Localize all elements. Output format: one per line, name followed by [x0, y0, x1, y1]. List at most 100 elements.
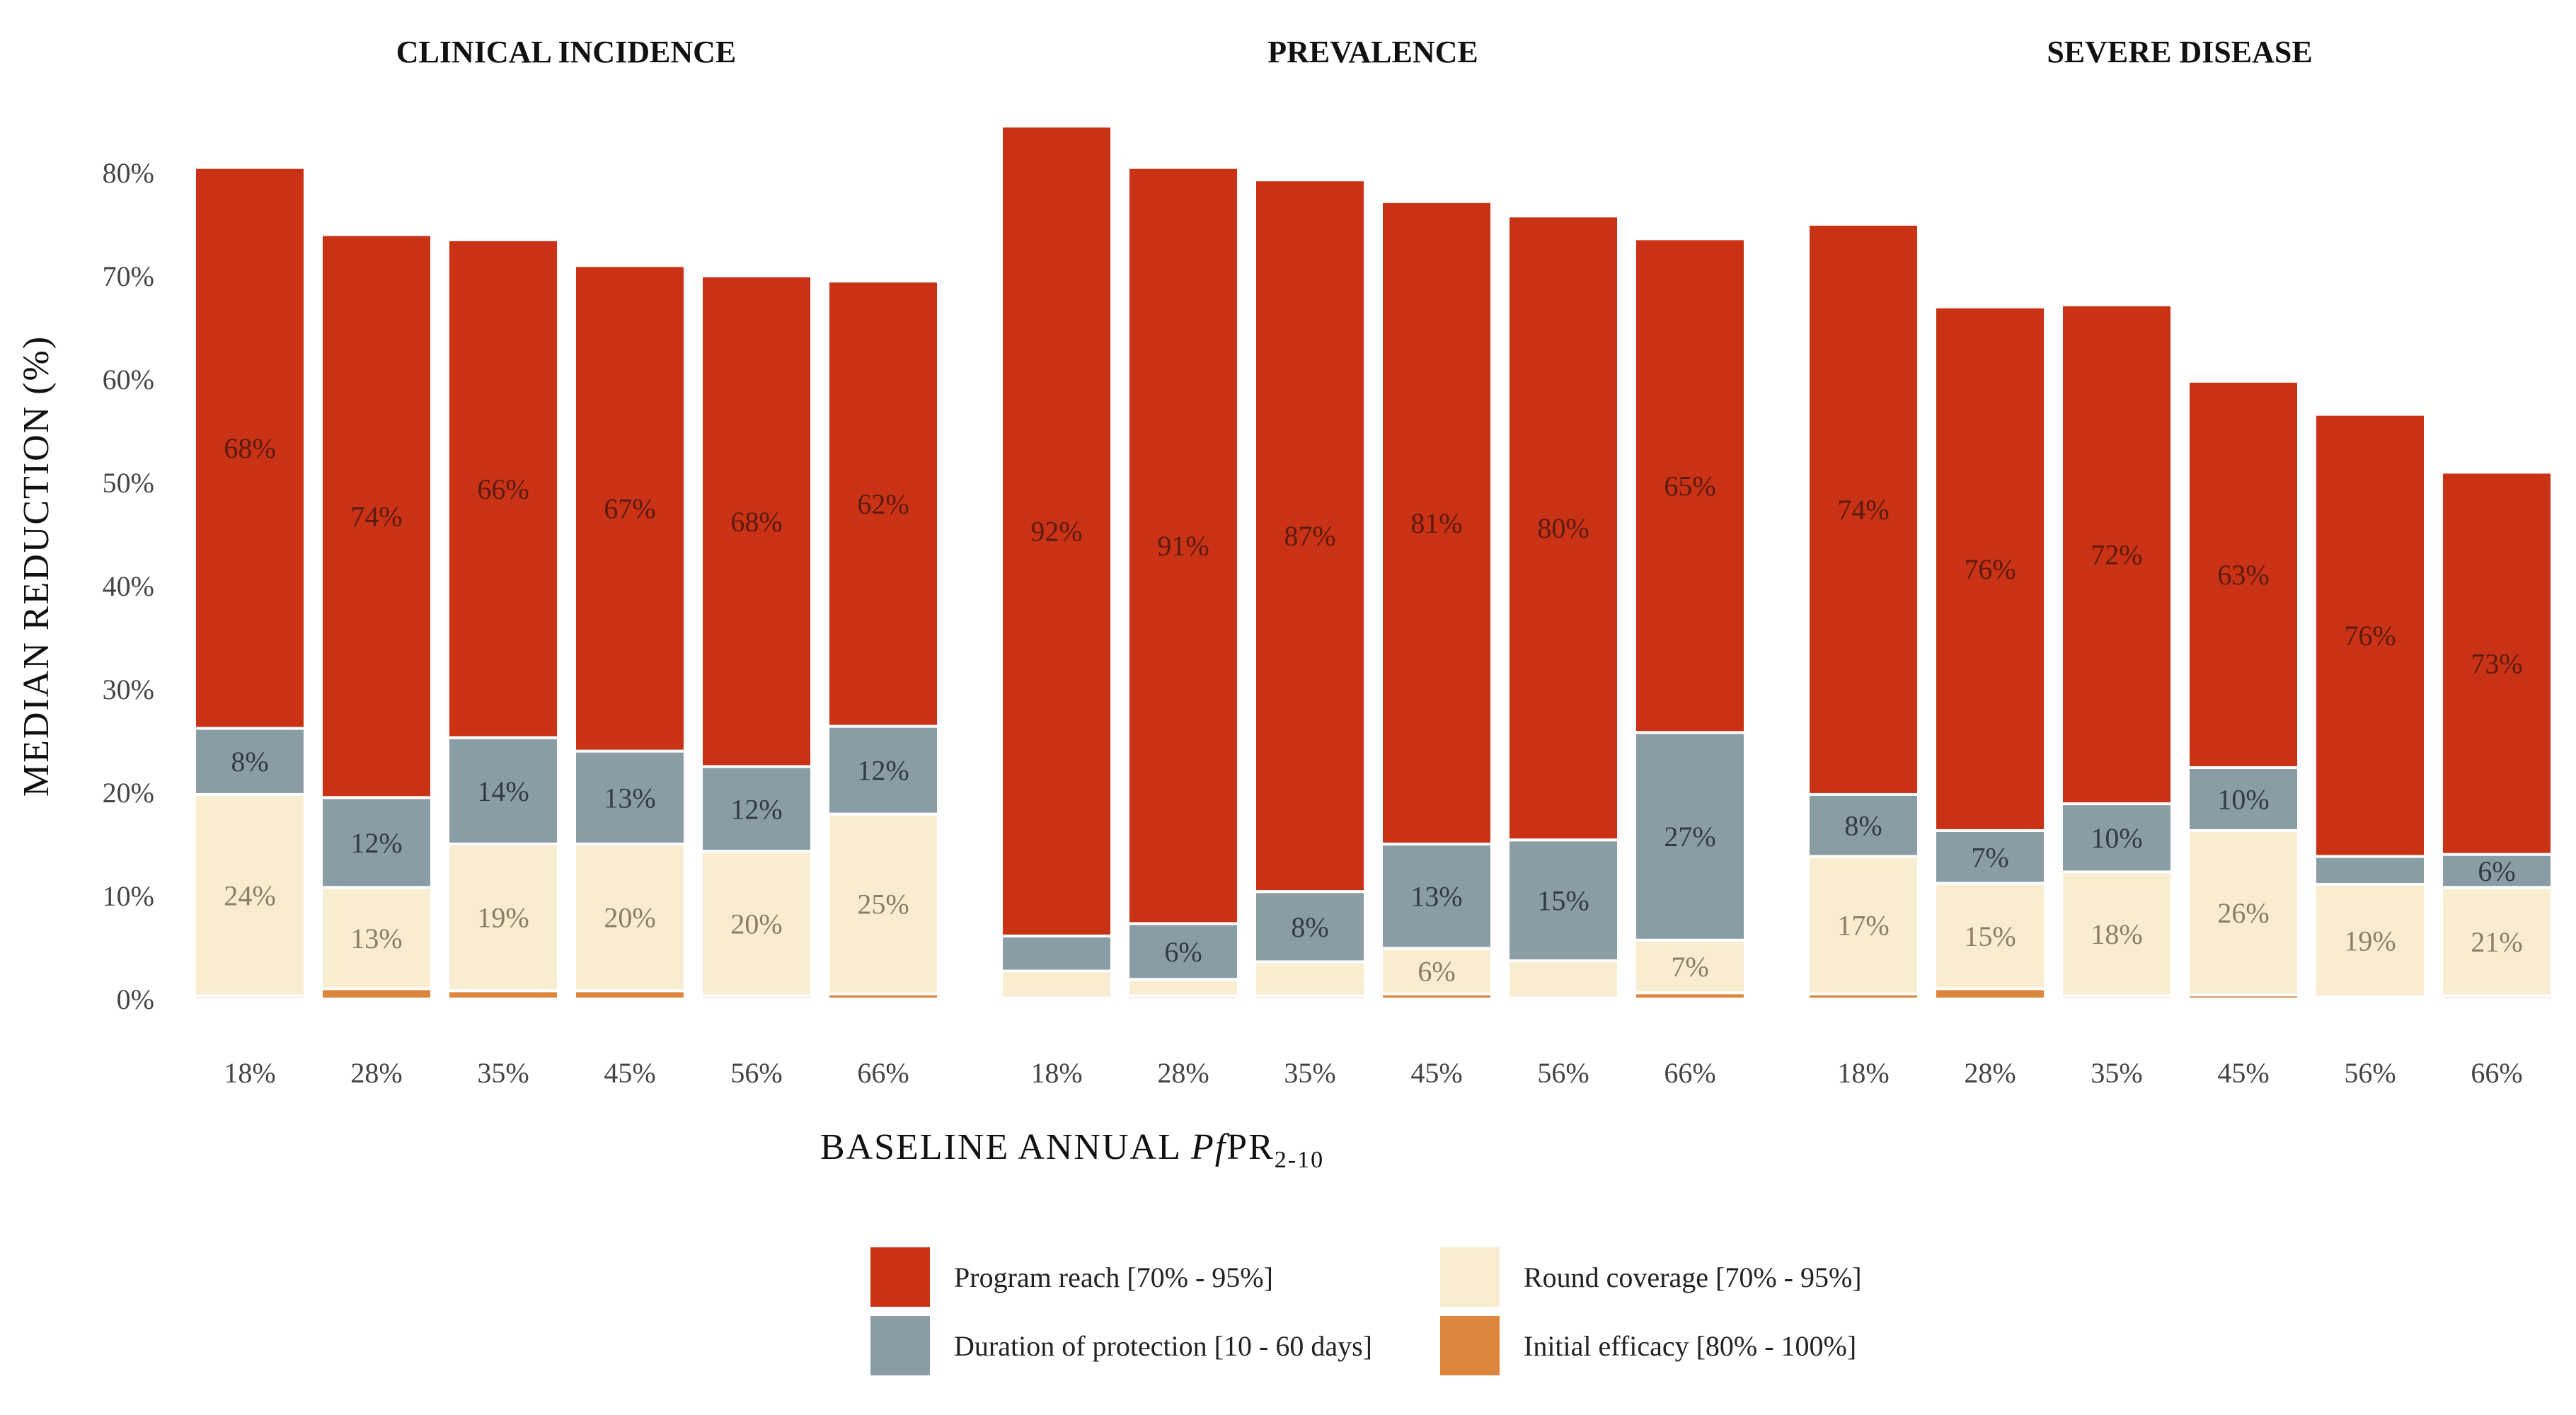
data-label: 12% — [350, 827, 402, 859]
bar-segment-program-reach — [320, 233, 433, 799]
bar-segment-round-coverage — [1127, 978, 1240, 998]
data-label: 7% — [1971, 841, 2008, 873]
x-axis-title-main: PR — [1226, 1127, 1275, 1167]
x-tick-label: 28% — [1964, 1057, 2016, 1089]
bar-segment-initial-efficacy — [1933, 987, 2047, 1001]
bar-segment-program-reach — [1380, 200, 1493, 845]
y-tick-label: 60% — [103, 364, 154, 395]
data-label: 6% — [2478, 855, 2515, 887]
bar-segment-duration-of-protection — [1380, 843, 1493, 950]
y-tick-label: 70% — [103, 260, 154, 292]
x-tick-label: 56% — [1537, 1057, 1589, 1089]
bar-segment-duration-of-protection — [700, 765, 813, 853]
bar-segment-program-reach — [1633, 237, 1747, 734]
data-label: 8% — [1291, 911, 1328, 943]
bar-segment-duration-of-protection — [2440, 853, 2553, 889]
bar-segment-duration-of-protection — [1807, 792, 1920, 858]
x-tick-label: 18% — [1030, 1057, 1082, 1089]
panel-1: PREVALENCE 92% 18% 6% 91% 28% 8% 87% 35% 6% 13% 81%… — [1000, 35, 1747, 1089]
bar-segment-program-reach — [2187, 379, 2300, 769]
x-tick-label: 66% — [1664, 1057, 1715, 1089]
data-label: 19% — [477, 902, 529, 934]
bar-segment-program-reach — [573, 264, 686, 753]
bar-segment-round-coverage — [1507, 959, 1620, 1000]
bar-segment-program-reach — [1127, 166, 1240, 925]
bar-segment-program-reach — [1807, 223, 1920, 796]
legend-swatch-initial-efficacy — [1440, 1316, 1500, 1375]
data-label: 80% — [1537, 512, 1589, 544]
data-label: 19% — [2344, 925, 2396, 957]
bar-segment-duration-of-protection — [1127, 922, 1240, 981]
bar-segment-program-reach — [2060, 303, 2173, 806]
data-label: 20% — [730, 908, 782, 940]
bar-segment-round-coverage — [1253, 960, 1367, 998]
bar-segment-program-reach — [447, 238, 560, 739]
x-tick-label: 28% — [350, 1057, 402, 1089]
data-label: 76% — [2344, 620, 2396, 652]
y-tick-label: 80% — [103, 157, 154, 189]
panel-title: PREVALENCE — [1267, 35, 1478, 69]
y-tick-label: 10% — [103, 880, 154, 912]
bar-segment-initial-efficacy — [320, 987, 433, 1001]
data-label: 92% — [1030, 516, 1082, 548]
x-tick-label: 56% — [730, 1057, 782, 1089]
y-tick-label: 30% — [103, 674, 154, 705]
bar-segment-round-coverage — [447, 843, 560, 993]
x-tick-label: 45% — [1410, 1057, 1462, 1089]
bar-segment-duration-of-protection — [447, 736, 560, 845]
data-label: 81% — [1410, 507, 1462, 539]
data-label: 8% — [231, 746, 268, 778]
x-axis-title-subscript: 2-10 — [1275, 1147, 1324, 1173]
bar-segment-duration-of-protection — [1507, 838, 1620, 962]
data-label: 76% — [1964, 553, 2016, 585]
bar-segment-round-coverage — [1933, 882, 2047, 990]
bar-segment-round-coverage — [193, 792, 306, 998]
data-label: 13% — [1410, 881, 1462, 913]
data-label: 8% — [1844, 810, 1882, 842]
x-tick-label: 18% — [224, 1057, 275, 1089]
legend-label: Initial efficacy [80% - 100%] — [1524, 1330, 1856, 1362]
data-label: 10% — [2217, 783, 2269, 815]
bar-segment-round-coverage — [827, 812, 940, 995]
x-tick-label: 66% — [857, 1057, 909, 1089]
y-axis-title: MEDIAN REDUCTION (%) — [16, 335, 57, 797]
bar-segment-round-coverage — [2440, 886, 2553, 998]
data-label: 20% — [604, 902, 655, 934]
bar-segment-program-reach — [193, 166, 306, 730]
data-label: 14% — [477, 775, 529, 807]
y-tick-label: 40% — [103, 570, 154, 602]
data-label: 24% — [224, 879, 275, 911]
x-tick-label: 35% — [1284, 1057, 1335, 1089]
panel-0: CLINICAL INCIDENCE 24% 8% 68% 18% 13% 12% 74% 28… — [193, 35, 940, 1089]
data-label: 12% — [730, 793, 782, 825]
data-label: 17% — [1837, 910, 1889, 942]
bar-segment-round-coverage — [1000, 969, 1113, 1000]
data-label: 27% — [1664, 821, 1715, 853]
bar-segment-program-reach — [1507, 214, 1620, 842]
bar-segment-round-coverage — [573, 843, 686, 993]
data-label: 26% — [2217, 897, 2269, 929]
data-label: 6% — [1418, 956, 1455, 988]
x-tick-label: 45% — [604, 1057, 655, 1089]
bar-segment-program-reach — [1933, 305, 2047, 833]
data-label: 67% — [604, 493, 655, 525]
data-label: 87% — [1284, 520, 1335, 552]
data-label: 15% — [1537, 885, 1589, 917]
bar-segment-program-reach — [1000, 125, 1113, 937]
bar-segment-program-reach — [2440, 470, 2553, 856]
data-label: 74% — [350, 500, 402, 532]
x-tick-label: 18% — [1837, 1057, 1889, 1089]
legend-swatch-program-reach — [870, 1247, 930, 1307]
data-label: 7% — [1671, 951, 1708, 983]
y-tick-label: 50% — [103, 467, 154, 499]
bar-segment-program-reach — [2313, 412, 2427, 858]
bar-segment-round-coverage — [320, 886, 433, 990]
legend-label: Duration of protection [10 - 60 days] — [954, 1330, 1372, 1362]
y-tick-label: 20% — [103, 777, 154, 809]
data-label: 62% — [857, 488, 909, 520]
bar-segment-round-coverage — [2313, 882, 2427, 999]
legend-label: Round coverage [70% - 95%] — [1524, 1261, 1862, 1293]
data-label: 13% — [350, 923, 402, 954]
